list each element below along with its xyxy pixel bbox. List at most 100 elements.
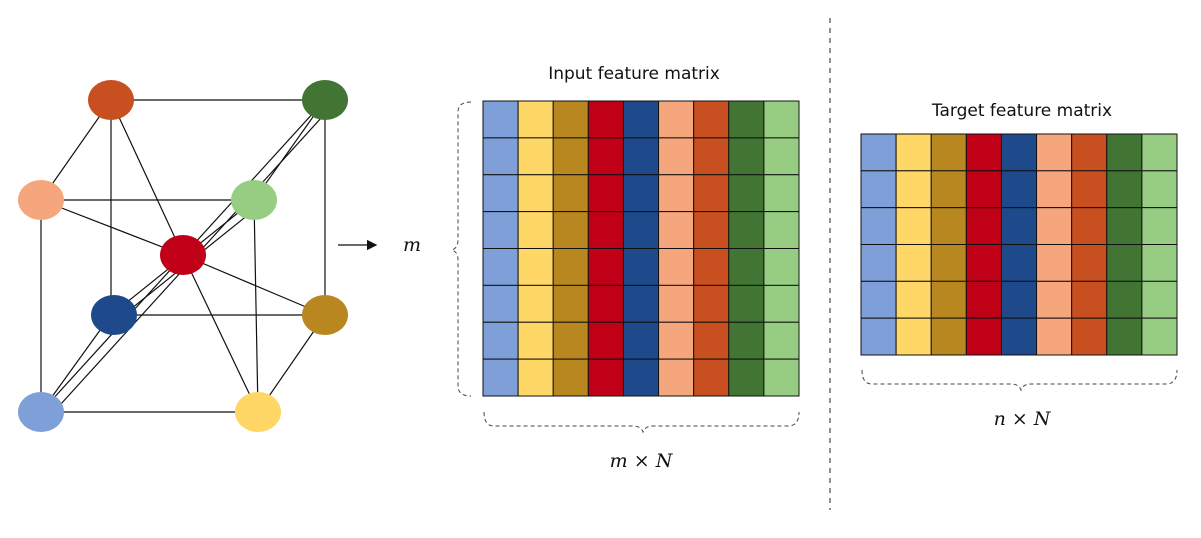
target-matrix-cell (930, 280, 967, 319)
input-matrix-cell (693, 174, 730, 213)
lattice-edge (253, 199, 259, 413)
input-matrix-cell (693, 321, 730, 360)
lattice-edge (182, 254, 259, 413)
target-matrix-cell (1036, 244, 1073, 282)
input-matrix-cell (622, 137, 660, 176)
input-matrix-cell (658, 174, 695, 213)
atom-green (302, 80, 348, 120)
target-matrix-cell (1071, 133, 1108, 172)
target-matrix-cell (965, 170, 1002, 209)
input-matrix-cell (763, 211, 800, 250)
input-matrix-cell (693, 100, 730, 139)
target-matrix-cell (1106, 170, 1143, 209)
target-matrix-cell (965, 133, 1002, 172)
input-matrix-title: Input feature matrix (548, 64, 720, 84)
input-matrix-cell (587, 321, 624, 360)
target-matrix-cell (1141, 244, 1178, 282)
input-matrix-cell (587, 137, 624, 176)
target-matrix-cell (860, 133, 897, 172)
target-matrix-cell (860, 207, 897, 245)
input-matrix-cell (622, 248, 660, 286)
target-matrix-cell (1000, 280, 1038, 319)
target-matrix-cell (895, 280, 932, 319)
input-matrix-cell (658, 211, 695, 250)
input-matrix-cell (622, 174, 660, 213)
target-feature-matrix: Target feature matrix n × N (860, 101, 1178, 430)
input-matrix-cell (517, 174, 554, 213)
target-matrix-cell (895, 133, 932, 172)
target-matrix-cell (895, 207, 932, 245)
input-matrix-cell (763, 248, 800, 286)
input-matrix-cell (622, 321, 660, 360)
target-matrix-cell (965, 317, 1002, 356)
target-matrix-cell (1106, 317, 1143, 356)
input-matrix-cell (728, 137, 765, 176)
input-matrix-cell (482, 211, 519, 250)
target-matrix-cell (1106, 280, 1143, 319)
target-matrix-cell (1106, 133, 1143, 172)
input-matrix-cell (517, 100, 554, 139)
input-matrix-cell (763, 137, 800, 176)
target-matrix-cell (860, 244, 897, 282)
input-matrix-cell (728, 321, 765, 360)
input-matrix-cell (693, 211, 730, 250)
target-matrix-cell (860, 170, 897, 209)
target-matrix-cell (930, 244, 967, 282)
input-size-label: m × N (610, 450, 674, 472)
input-matrix-cell (763, 100, 800, 139)
input-matrix-cell (552, 137, 589, 176)
input-matrix-cell (517, 137, 554, 176)
target-matrix-cell (1141, 207, 1178, 245)
target-matrix-cell (1141, 133, 1178, 172)
input-matrix-cell (658, 248, 695, 286)
target-matrix-cell (895, 170, 932, 209)
input-matrix-cell (622, 284, 660, 323)
target-matrix-cell (1036, 317, 1073, 356)
target-matrix-grid (860, 133, 1178, 356)
target-matrix-cell (930, 207, 967, 245)
input-matrix-cell (587, 211, 624, 250)
input-matrix-cell (693, 358, 730, 397)
input-matrix-cell (552, 211, 589, 250)
input-matrix-cell (552, 358, 589, 397)
target-matrix-cell (1071, 317, 1108, 356)
target-matrix-cell (860, 317, 897, 356)
target-matrix-cell (930, 317, 967, 356)
input-matrix-cell (658, 321, 695, 360)
input-matrix-cell (587, 284, 624, 323)
atom-navy (91, 295, 137, 335)
atom-light-green (231, 180, 277, 220)
input-matrix-cell (482, 358, 519, 397)
target-matrix-cell (1141, 317, 1178, 356)
input-matrix-cell (658, 358, 695, 397)
input-matrix-cell (693, 248, 730, 286)
input-matrix-cell (517, 358, 554, 397)
input-matrix-cell (552, 284, 589, 323)
target-matrix-cell (1071, 170, 1108, 209)
atom-yellow (235, 392, 281, 432)
lattice-edge (40, 199, 184, 256)
input-matrix-cell (622, 100, 660, 139)
atom-orange (88, 80, 134, 120)
input-row-brace (450, 101, 472, 397)
target-matrix-cell (1106, 207, 1143, 245)
target-matrix-cell (1106, 244, 1143, 282)
target-matrix-cell (1036, 133, 1073, 172)
input-matrix-cell (552, 248, 589, 286)
input-matrix-cell (552, 100, 589, 139)
target-matrix-cell (965, 244, 1002, 282)
crystal-structure (18, 80, 348, 432)
input-matrix-cell (658, 100, 695, 139)
input-column-brace (483, 411, 800, 434)
input-matrix-cell (622, 358, 660, 397)
input-matrix-cell (658, 284, 695, 323)
lattice-edge (182, 254, 326, 316)
input-matrix-cell (693, 137, 730, 176)
input-matrix-cell (763, 358, 800, 397)
target-matrix-cell (930, 170, 967, 209)
input-matrix-cell (517, 321, 554, 360)
input-matrix-cell (482, 248, 519, 286)
input-matrix-cell (517, 211, 554, 250)
input-matrix-cell (728, 284, 765, 323)
